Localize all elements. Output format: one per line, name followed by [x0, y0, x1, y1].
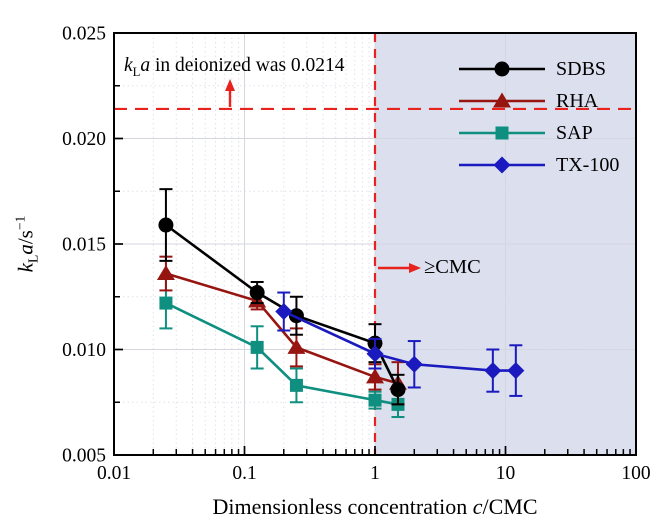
svg-text:10: 10	[496, 463, 516, 484]
tick-labels: 0.005 0.010 0.015 0.020 0.025 0.01 0.1 1 10 100	[62, 24, 651, 485]
gridlines	[114, 33, 636, 455]
y-axis-title-a: a	[13, 244, 38, 255]
series-TX-100	[275, 291, 525, 397]
y-axis-title: kLa/s−1	[12, 216, 41, 273]
legend-label-sap: SAP	[556, 122, 593, 144]
series-SAP	[159, 276, 405, 419]
axis-ticks	[113, 32, 637, 456]
legend: SDBS RHA SAP TX-100	[456, 57, 619, 177]
plot-frame	[113, 32, 637, 456]
x-axis-title-suffix: /CMC	[482, 494, 538, 519]
legend-marker-sap-square-icon	[459, 126, 545, 140]
legend-item-rha: RHA	[456, 89, 619, 113]
svg-text:100: 100	[621, 463, 650, 484]
annotation-deionized-text: in deionized was 0.0214	[150, 55, 345, 76]
svg-text:0.015: 0.015	[62, 235, 106, 256]
legend-marker-sdbs-circle-icon	[459, 61, 545, 77]
svg-text:0.020: 0.020	[62, 129, 106, 150]
annotation-deionized-k: k	[124, 55, 133, 76]
x-axis-title: Dimensionless concentration c/CMC	[212, 494, 537, 520]
legend-item-tx100: TX-100	[456, 153, 619, 177]
x-axis-title-text: Dimensionless concentration	[212, 494, 473, 519]
legend-marker-rha-triangle-icon	[459, 92, 545, 108]
svg-text:1: 1	[370, 463, 380, 484]
annotation-arrows	[225, 79, 421, 273]
y-axis-title-unit: /s	[13, 230, 38, 245]
x-axis-title-var: c	[472, 494, 483, 519]
legend-item-sap: SAP	[456, 121, 619, 145]
svg-text:0.005: 0.005	[62, 446, 106, 467]
legend-label-tx100: TX-100	[556, 154, 620, 176]
legend-label-sdbs: SDBS	[556, 58, 607, 80]
y-axis-title-exp: −1	[12, 215, 28, 231]
svg-text:0.01: 0.01	[97, 463, 131, 484]
annotation-deionized: kLa in deionized was 0.0214	[124, 55, 345, 80]
svg-text:0.010: 0.010	[62, 340, 106, 361]
annotation-cmc: ≥CMC	[424, 256, 481, 279]
svg-text:0.025: 0.025	[62, 24, 106, 45]
y-axis-title-sub: L	[25, 254, 41, 264]
svg-text:0.1: 0.1	[232, 463, 256, 484]
annotation-cmc-text: ≥CMC	[424, 256, 481, 278]
y-axis-title-k: k	[13, 263, 38, 273]
legend-item-sdbs: SDBS	[456, 57, 619, 81]
annotation-deionized-sub: L	[132, 64, 141, 79]
annotation-deionized-a: a	[140, 55, 151, 76]
legend-label-rha: RHA	[556, 90, 599, 112]
legend-marker-tx100-diamond-icon	[459, 156, 545, 174]
